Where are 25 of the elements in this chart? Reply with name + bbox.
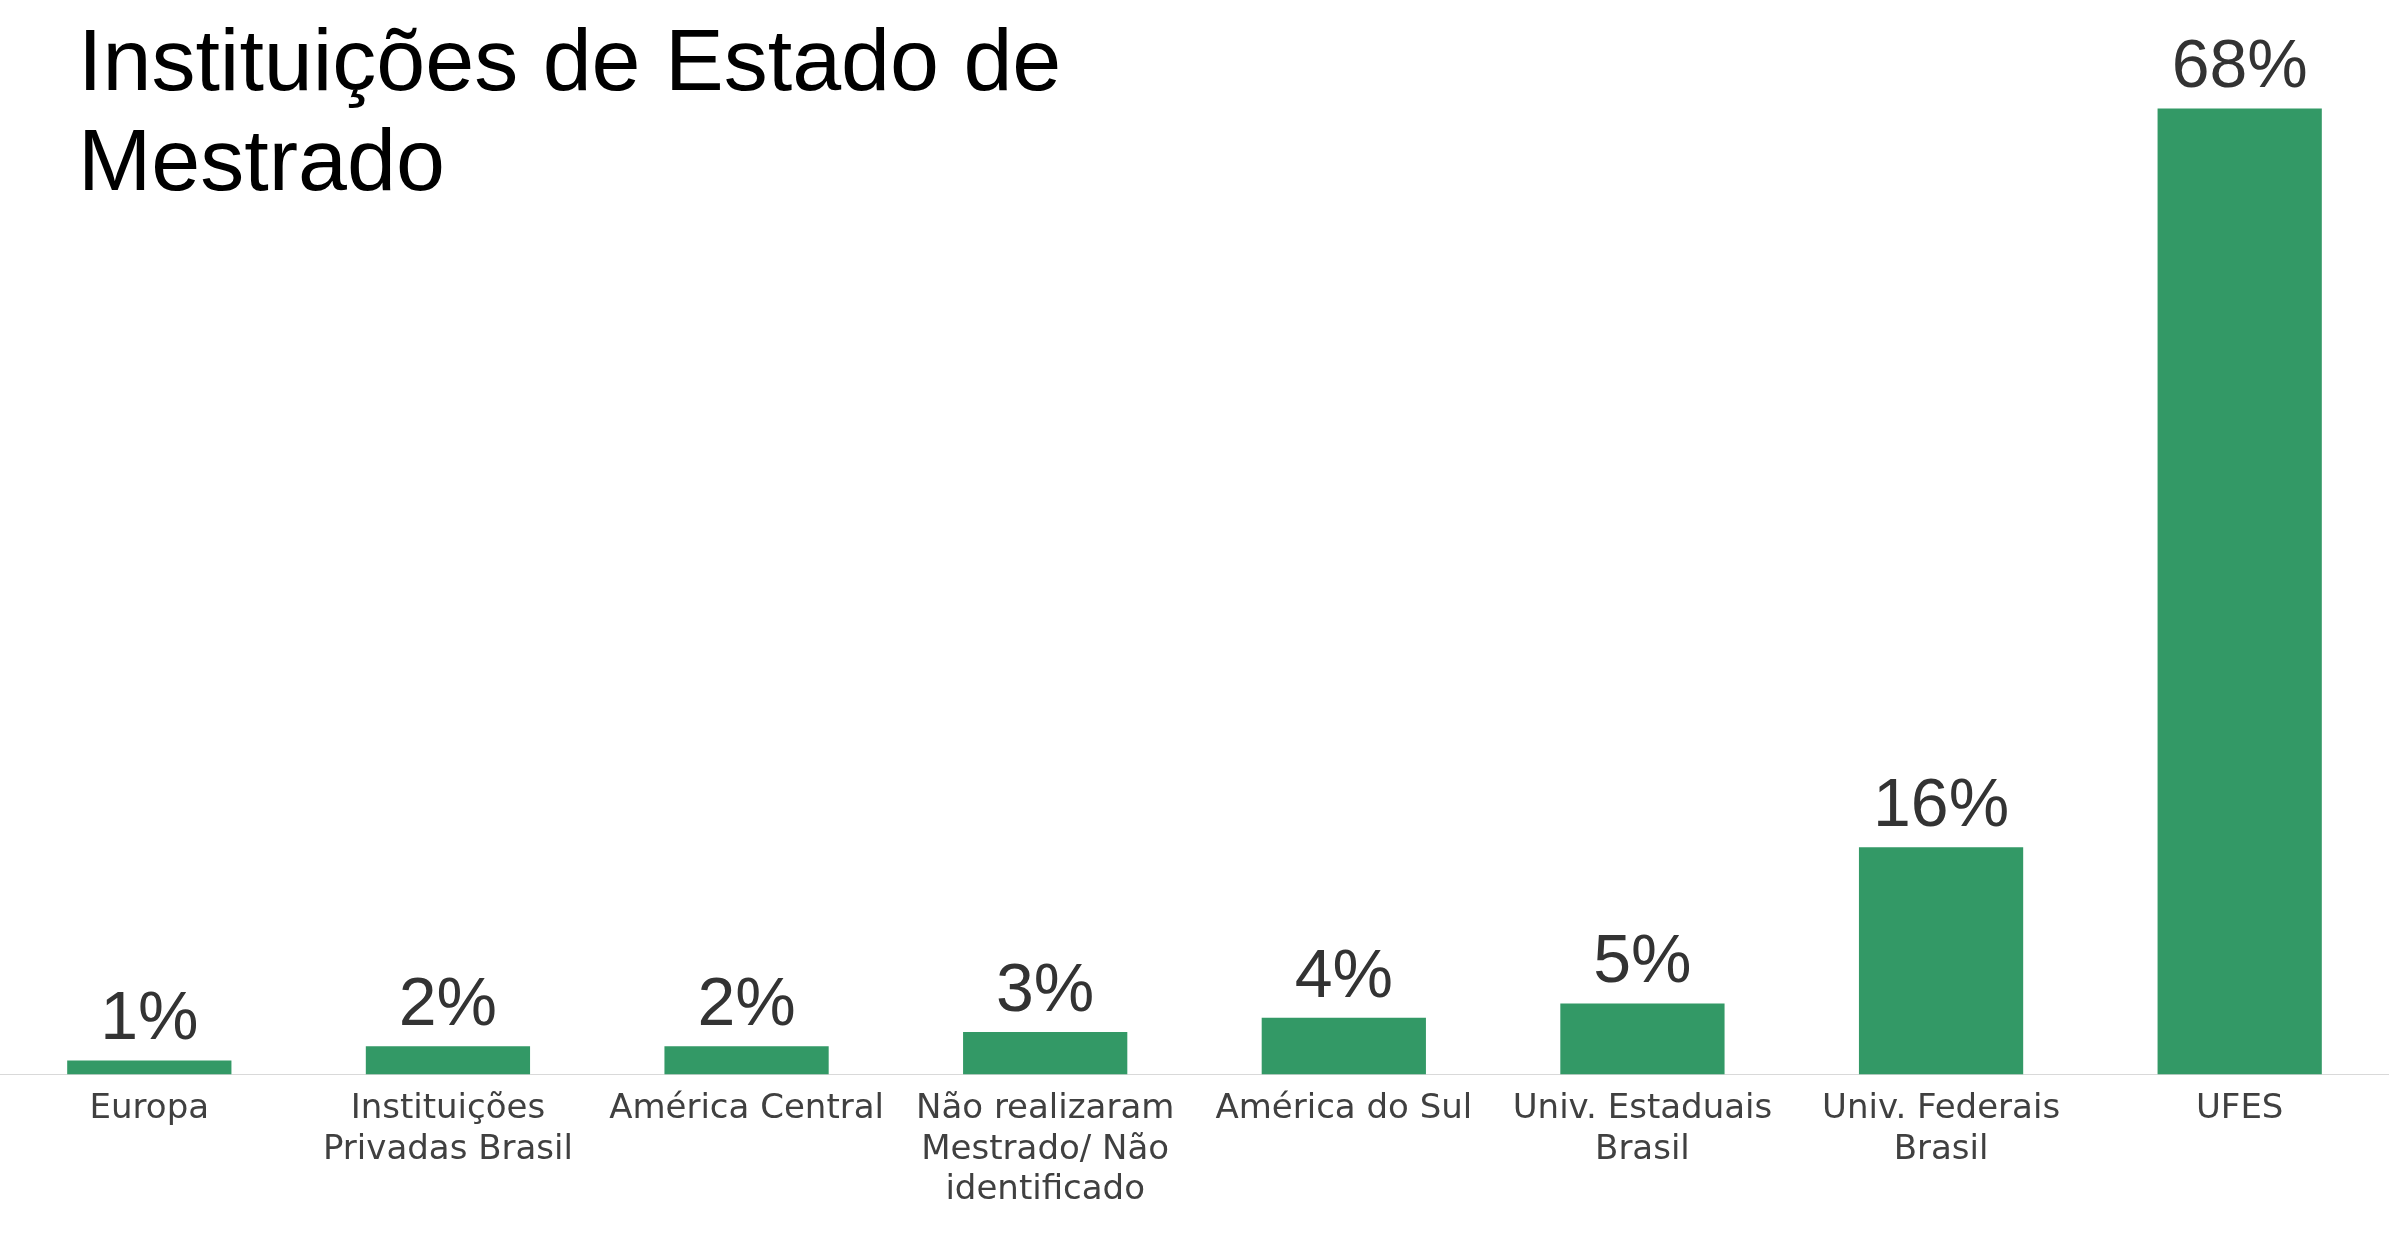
data-label: 68% (2171, 25, 2308, 102)
x-tick-label: UFES (2195, 1085, 2284, 1126)
data-label: 2% (398, 962, 498, 1039)
bar (963, 1031, 1128, 1075)
data-label: 16% (1873, 764, 2010, 841)
x-tick-label: Instituições Privadas Brasil (322, 1085, 573, 1167)
bar (1858, 847, 2024, 1075)
x-tick-label: Univ. Federais Brasil (1822, 1085, 2061, 1167)
bar (67, 1060, 232, 1075)
data-label: 3% (996, 948, 1095, 1025)
chart-title: Instituições de Estado de Mestrado (78, 10, 1063, 210)
bar (664, 1046, 829, 1075)
bar (1261, 1017, 1426, 1075)
x-tick-label: Univ. Estaduais Brasil (1512, 1085, 1773, 1167)
x-tick-label: América do Sul (1215, 1085, 1473, 1126)
x-tick-label: Não realizaram Mestrado/ Não identificado (916, 1085, 1175, 1208)
data-label: 5% (1593, 920, 1692, 997)
x-tick-label: América Central (609, 1085, 884, 1126)
bar (365, 1046, 531, 1075)
data-label: 4% (1294, 934, 1393, 1011)
data-label: 2% (697, 962, 796, 1039)
data-label: 1% (100, 977, 199, 1054)
bar (1560, 1003, 1725, 1075)
bar (2157, 108, 2322, 1075)
x-tick-label: Europa (89, 1085, 210, 1126)
